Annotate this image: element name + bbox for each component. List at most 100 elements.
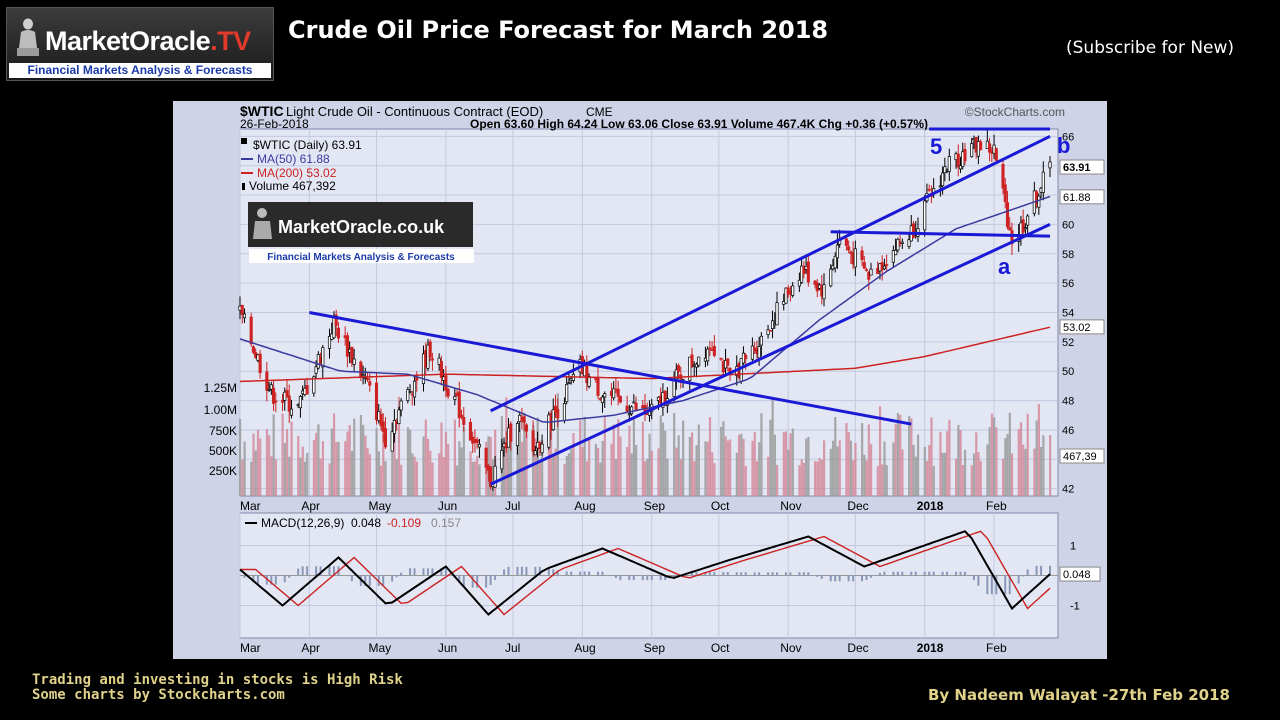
volume-bar: [503, 440, 506, 496]
macd-histogram-bar: [252, 575, 255, 583]
macd-histogram-bar: [588, 571, 591, 576]
candle-body: [694, 363, 699, 368]
volume-bar: [644, 461, 647, 496]
volume-bar: [350, 451, 354, 496]
volume-bar: [523, 412, 526, 496]
volume-bar: [344, 441, 347, 496]
volume-bar: [787, 449, 790, 496]
volume-bar: [538, 463, 542, 496]
volume-bar: [456, 465, 459, 496]
macd-histogram-bar: [704, 572, 707, 576]
volume-bar: [831, 440, 835, 496]
macd-histogram-bar: [485, 575, 488, 588]
price-candles: [238, 130, 1052, 491]
volume-bar: [534, 438, 537, 496]
month-label: Nov: [780, 499, 801, 513]
macd-histogram-bar: [807, 572, 810, 576]
volume-bar: [1006, 433, 1009, 496]
upper-channel-line: [489, 134, 1051, 413]
volume-bar: [256, 429, 260, 496]
macd-histogram-bar: [476, 575, 479, 588]
inset-logo: MarketOracle.co.uk Financial Markets Ana…: [248, 202, 474, 263]
macd-histogram-bar: [1049, 565, 1051, 576]
candle-body: [305, 385, 309, 395]
price-tick-label: 58: [1062, 249, 1074, 261]
volume-bar: [321, 441, 324, 496]
macd-histogram-bar: [690, 572, 693, 576]
month-label: 2018: [917, 499, 944, 513]
volume-bar: [395, 459, 398, 496]
macd-histogram-bar: [713, 572, 716, 576]
volume-bar: [961, 465, 964, 496]
macd-histogram-bar: [771, 572, 774, 576]
volume-bar: [547, 429, 550, 496]
volume-bar: [807, 436, 810, 496]
candle-body: [374, 382, 379, 421]
macd-month-label: Apr: [301, 641, 320, 655]
candle-body: [603, 393, 607, 398]
candle-body: [869, 268, 873, 276]
candle-body: [784, 287, 788, 304]
volume-bar: [1042, 435, 1045, 496]
volume-bar: [328, 463, 331, 496]
macd-histogram-bar: [1017, 575, 1020, 584]
volume-bar: [1024, 448, 1027, 496]
macd-histogram-bar: [664, 575, 667, 581]
volume-bar: [912, 444, 915, 496]
volume-bar: [283, 442, 286, 496]
macd-histogram-bar: [265, 575, 268, 585]
macd-histogram-bar: [722, 572, 725, 576]
volume-bar: [679, 459, 683, 496]
candle-body: [524, 424, 528, 432]
volume-bar: [397, 396, 401, 496]
volume-bar: [597, 447, 600, 496]
candle-body: [462, 417, 466, 425]
candle-body: [600, 396, 605, 404]
legend-ma50: MA(50) 61.88: [257, 152, 330, 166]
month-label: Feb: [986, 499, 1007, 513]
volume-bar: [252, 433, 255, 496]
macd-histogram-bar: [431, 568, 434, 576]
macd-histogram-bar: [395, 575, 398, 578]
macd-histogram-bar: [628, 575, 631, 581]
macd-histogram-bar: [350, 575, 353, 582]
volume-bar: [583, 416, 586, 496]
candle-body: [352, 358, 356, 365]
volume-bar: [758, 442, 761, 496]
volume-bar: [885, 465, 888, 496]
volume-bar: [431, 462, 434, 496]
disclaimer: Trading and investing in stocks is High …: [32, 673, 403, 703]
macd-histogram-bar: [1026, 569, 1029, 576]
volume-bar: [612, 424, 615, 496]
macd-histogram-bar: [758, 572, 761, 576]
volume-bar: [315, 432, 318, 496]
candle-body: [350, 346, 354, 364]
macd-histogram-bar: [315, 566, 318, 576]
candle-body: [797, 279, 801, 287]
macd-month-label: 2018: [917, 641, 944, 655]
candle-body: [327, 336, 332, 349]
volume-bar: [946, 431, 949, 496]
volume-bar: [476, 455, 479, 496]
candle-body: [381, 421, 385, 432]
volume-bar: [1022, 444, 1025, 496]
macd-histogram-bar: [928, 571, 931, 576]
candle-body: [896, 238, 900, 251]
volume-bar: [382, 433, 385, 496]
candle-body: [860, 250, 864, 261]
macd-histogram-bar: [601, 571, 604, 576]
volume-bar: [442, 456, 445, 496]
volume-bar: [422, 436, 425, 496]
candle-body: [285, 390, 289, 398]
candle-body: [1005, 202, 1010, 228]
volume-bar: [635, 444, 638, 496]
candle-body: [697, 356, 701, 366]
volume-bar: [883, 441, 886, 496]
volume-bar: [724, 436, 727, 496]
volume-bar: [713, 463, 716, 496]
volume-bar: [572, 433, 575, 496]
candle-body: [457, 391, 461, 419]
volume-bar: [525, 430, 528, 496]
volume-bar: [438, 453, 441, 496]
volume-bar: [478, 464, 481, 496]
